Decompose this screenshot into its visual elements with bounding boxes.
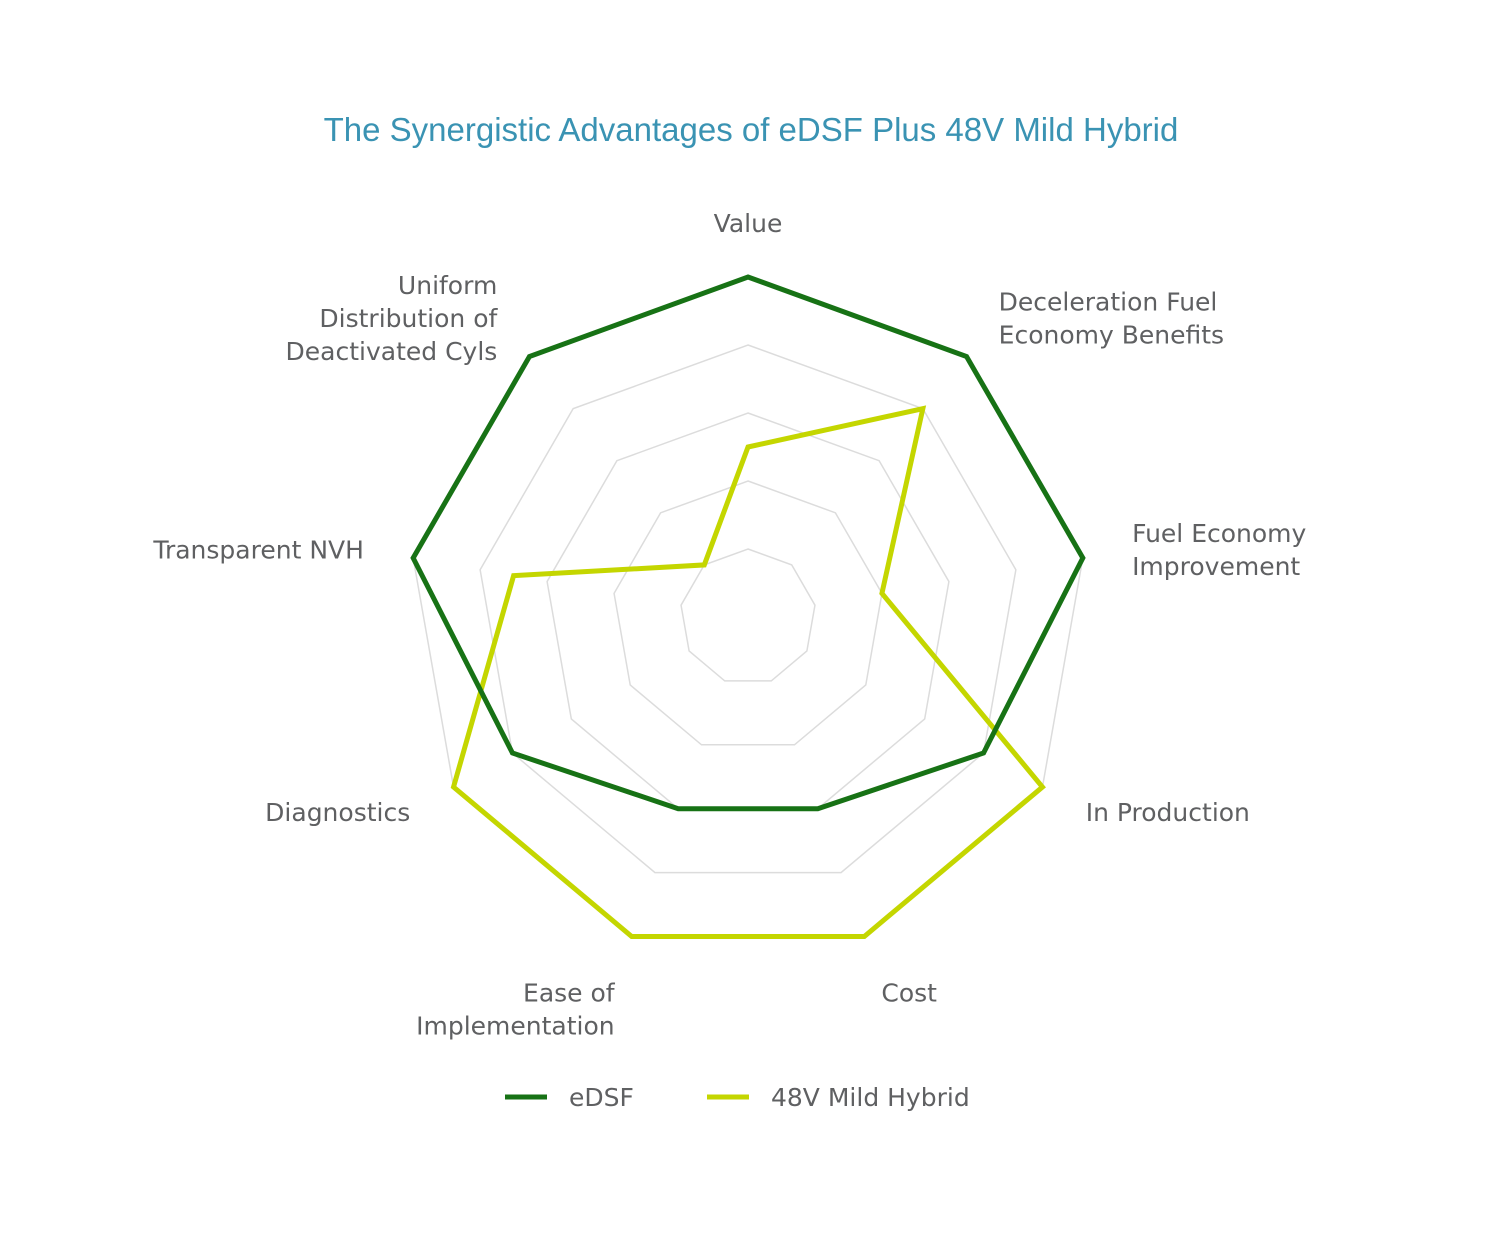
axis-label-line: Fuel Economy bbox=[1132, 519, 1306, 548]
axis-label-line: Transparent NVH bbox=[152, 535, 364, 564]
axis-label-8: Uniform Distribution of Deactivated Cyls bbox=[286, 271, 499, 366]
axis-label-line: Distribution of bbox=[319, 304, 498, 333]
axis-label-line: Uniform bbox=[398, 271, 497, 300]
axis-label-1: Deceleration Fuel Economy Benefits bbox=[999, 288, 1224, 350]
series-line-mild-hybrid bbox=[450, 405, 1046, 939]
axis-label-line: Deactivated Cyls bbox=[286, 337, 498, 366]
axis-label-line: In Production bbox=[1086, 798, 1250, 827]
axis-label-line: Ease of bbox=[523, 978, 616, 1007]
axis-label-line: Implementation bbox=[416, 1011, 615, 1040]
axis-label-line: Improvement bbox=[1132, 552, 1300, 581]
grid-ring-2 bbox=[613, 480, 883, 746]
axis-label-line: Cost bbox=[881, 978, 937, 1007]
legend-label-0: eDSF bbox=[569, 1083, 634, 1112]
legend-label-1: 48V Mild Hybrid bbox=[771, 1083, 970, 1112]
axis-label-2: Fuel Economy Improvement bbox=[1132, 519, 1306, 581]
axis-label-line: Value bbox=[714, 209, 783, 238]
axis-label-line: Deceleration Fuel bbox=[999, 288, 1218, 317]
grid-ring-3 bbox=[546, 412, 950, 810]
series-layer bbox=[410, 274, 1086, 939]
chart-title: The Synergistic Advantages of eDSF Plus … bbox=[324, 111, 1179, 148]
axis-label-3: In Production bbox=[1086, 798, 1250, 827]
axis-label-6: Diagnostics bbox=[265, 798, 410, 827]
axis-label-0: Value bbox=[714, 209, 783, 238]
axis-label-line: Economy Benefits bbox=[999, 321, 1224, 350]
legend: eDSF 48V Mild Hybrid bbox=[505, 1083, 970, 1112]
series-line-edsf bbox=[410, 274, 1086, 812]
axis-label-7: Transparent NVH bbox=[152, 535, 364, 564]
grid-ring-4 bbox=[479, 344, 1017, 874]
axis-label-5: Ease of Implementation bbox=[416, 978, 616, 1040]
axis-label-line: Diagnostics bbox=[265, 798, 410, 827]
axis-label-layer: Value Deceleration Fuel Economy Benefits Fu… bbox=[152, 209, 1306, 1040]
grid-ring-1 bbox=[680, 548, 816, 682]
axis-label-4: Cost bbox=[881, 978, 937, 1007]
